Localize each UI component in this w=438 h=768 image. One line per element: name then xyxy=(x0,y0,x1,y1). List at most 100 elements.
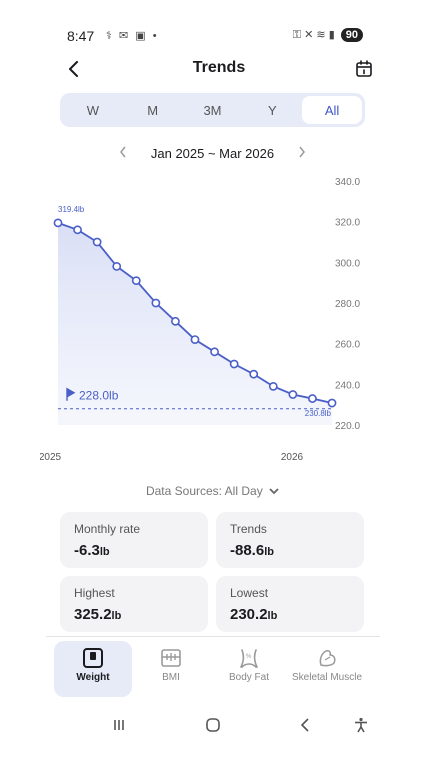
tab-year[interactable]: Y xyxy=(267,102,277,118)
data-point xyxy=(73,225,82,235)
data-point xyxy=(268,381,278,391)
stat-label: Highest xyxy=(74,586,115,600)
y-tick-label: 260.0 xyxy=(335,340,360,351)
stat-value: -88.6lb xyxy=(230,542,364,559)
stat-card-highest: Highest 325.2lb xyxy=(60,576,208,632)
page-title: Trends xyxy=(192,59,246,76)
notification-icons: ⚕ ✉ ▣ • xyxy=(106,30,159,42)
end-value-label: 230.8lb xyxy=(305,409,332,418)
stat-unit: lb xyxy=(111,610,122,622)
back-button[interactable] xyxy=(60,55,88,83)
target-label: 228.0lb xyxy=(79,389,119,403)
status-right: ⚿ ✕ ≋ ▮ 90 xyxy=(293,28,363,42)
tab-all[interactable]: All xyxy=(302,96,362,124)
stat-unit: lb xyxy=(99,546,110,558)
status-time: 8:47 xyxy=(67,28,95,44)
previous-range-button[interactable] xyxy=(111,145,135,161)
y-tick-label: 300.0 xyxy=(335,258,360,269)
stat-number: -6.3 xyxy=(74,542,100,559)
data-point xyxy=(171,316,180,326)
header: Trends xyxy=(60,55,378,83)
data-point xyxy=(210,347,219,357)
battery-indicator: 90 xyxy=(340,28,363,42)
range-tabs: W M 3M Y All xyxy=(60,93,365,127)
start-value-label: 319.4lb xyxy=(58,205,85,214)
stat-unit: lb xyxy=(264,546,274,558)
system-navigation-bar xyxy=(80,710,380,740)
y-tick-label: 320.0 xyxy=(335,218,360,229)
data-sources-dropdown[interactable]: Data Sources: All Day xyxy=(60,484,365,498)
data-point xyxy=(53,218,63,228)
tab-3-months[interactable]: 3M xyxy=(203,102,222,118)
date-range-selector: Jan 2025 ~ Mar 2026 xyxy=(60,143,365,163)
recent-apps-button[interactable] xyxy=(104,710,134,740)
stat-card-lowest: Lowest 230.2lb xyxy=(216,576,364,632)
y-tick-label: 220.0 xyxy=(335,421,360,432)
system-status-icons: ⚿ ✕ ≋ ▮ xyxy=(292,29,335,41)
flag-icon xyxy=(66,387,76,401)
chart-area xyxy=(58,222,332,425)
tab-week[interactable]: W xyxy=(86,102,100,118)
data-point xyxy=(151,298,161,308)
stat-value: 325.2lb xyxy=(74,606,208,623)
nav-label: BMI xyxy=(162,672,180,683)
tab-month[interactable]: M xyxy=(147,102,159,118)
calendar-button[interactable] xyxy=(350,55,378,83)
data-point xyxy=(308,394,317,403)
nav-label: Body Fat xyxy=(228,672,270,683)
chevron-left-icon xyxy=(119,146,126,158)
nav-label: Weight xyxy=(76,672,110,683)
stat-number: 230.2 xyxy=(230,606,268,623)
status-bar: 8:47 ⚕ ✉ ▣ • ⚿ ✕ ≋ ▮ 90 xyxy=(0,0,438,50)
stat-card-monthly-rate: Monthly rate -6.3lb xyxy=(60,512,208,568)
calendar-icon xyxy=(356,60,372,77)
data-point xyxy=(92,237,102,247)
nav-body-fat[interactable]: % Body Fat xyxy=(210,641,288,697)
stat-card-trends: Trends -88.6lb xyxy=(216,512,364,568)
stat-label: Lowest xyxy=(230,586,269,600)
bmi-icon xyxy=(161,649,181,667)
stat-number: 325.2 xyxy=(74,606,112,623)
x-tick-label: 2026 xyxy=(281,452,304,463)
chevron-right-icon xyxy=(299,146,306,158)
data-point xyxy=(249,369,259,379)
data-point xyxy=(288,390,298,399)
y-tick-label: 240.0 xyxy=(335,380,360,391)
accessibility-icon xyxy=(355,717,367,733)
y-tick-label: 280.0 xyxy=(335,299,360,310)
data-point xyxy=(112,262,122,271)
muscle-icon xyxy=(319,650,336,667)
svg-text:%: % xyxy=(246,654,252,660)
stat-label: Monthly rate xyxy=(74,522,141,536)
nav-skeletal-muscle[interactable]: Skeletal Muscle xyxy=(288,641,366,697)
back-nav-button[interactable] xyxy=(290,710,320,740)
scale-icon xyxy=(83,648,103,668)
date-range-label: Jan 2025 ~ Mar 2026 xyxy=(150,145,275,161)
y-tick-label: 340.0 xyxy=(335,177,360,188)
accessibility-button[interactable] xyxy=(346,710,376,740)
nav-weight[interactable]: Weight xyxy=(54,641,132,697)
next-range-button[interactable] xyxy=(290,145,314,161)
stat-value: -6.3lb xyxy=(74,542,208,559)
weight-trend-chart: 228.0lb 319.4lb 230.8lb 340.0 320.0 300.0 280.… xyxy=(40,177,360,463)
chevron-left-icon xyxy=(69,61,78,77)
body-fat-icon: % xyxy=(240,649,258,668)
stat-unit: lb xyxy=(267,610,278,622)
data-point xyxy=(327,398,337,408)
nav-bmi[interactable]: BMI xyxy=(132,641,210,697)
stat-number: -88.6 xyxy=(230,542,265,559)
data-point xyxy=(229,359,239,369)
recent-apps-icon xyxy=(114,720,124,730)
data-point xyxy=(190,335,200,344)
x-tick-label: 2025 xyxy=(40,452,62,463)
home-button[interactable] xyxy=(198,710,228,740)
data-sources-label: Data Sources: All Day xyxy=(145,484,263,498)
bottom-nav: Weight BMI % Body Fat Skeletal Muscle xyxy=(54,641,372,697)
stat-value: 230.2lb xyxy=(230,606,364,623)
divider xyxy=(46,636,380,637)
stat-label: Trends xyxy=(230,522,267,536)
home-icon xyxy=(206,718,220,732)
data-point xyxy=(131,276,141,286)
back-icon xyxy=(300,718,309,732)
nav-label: Skeletal Muscle xyxy=(291,672,363,683)
